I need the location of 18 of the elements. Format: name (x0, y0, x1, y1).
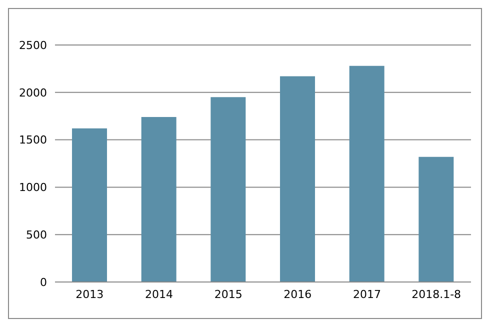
y-tick-label: 1000 (19, 181, 47, 194)
bar (349, 66, 384, 282)
bar (141, 117, 176, 282)
y-tick-label: 0 (40, 276, 47, 289)
x-tick-label: 2017 (353, 288, 381, 301)
x-tick-label: 2018.1-8 (412, 288, 462, 301)
x-tick-label: 2014 (145, 288, 173, 301)
x-tick-label: 2015 (214, 288, 242, 301)
y-tick-label: 2500 (19, 38, 47, 52)
y-tick-label: 2000 (19, 86, 47, 100)
x-tick-label: 2013 (76, 288, 104, 301)
bar (210, 97, 246, 282)
bar (418, 156, 454, 282)
bar (280, 76, 315, 282)
y-tick-label: 500 (26, 228, 47, 242)
bar (72, 128, 107, 282)
x-tick-label: 2016 (284, 288, 312, 301)
y-tick-label: 1500 (19, 134, 47, 147)
